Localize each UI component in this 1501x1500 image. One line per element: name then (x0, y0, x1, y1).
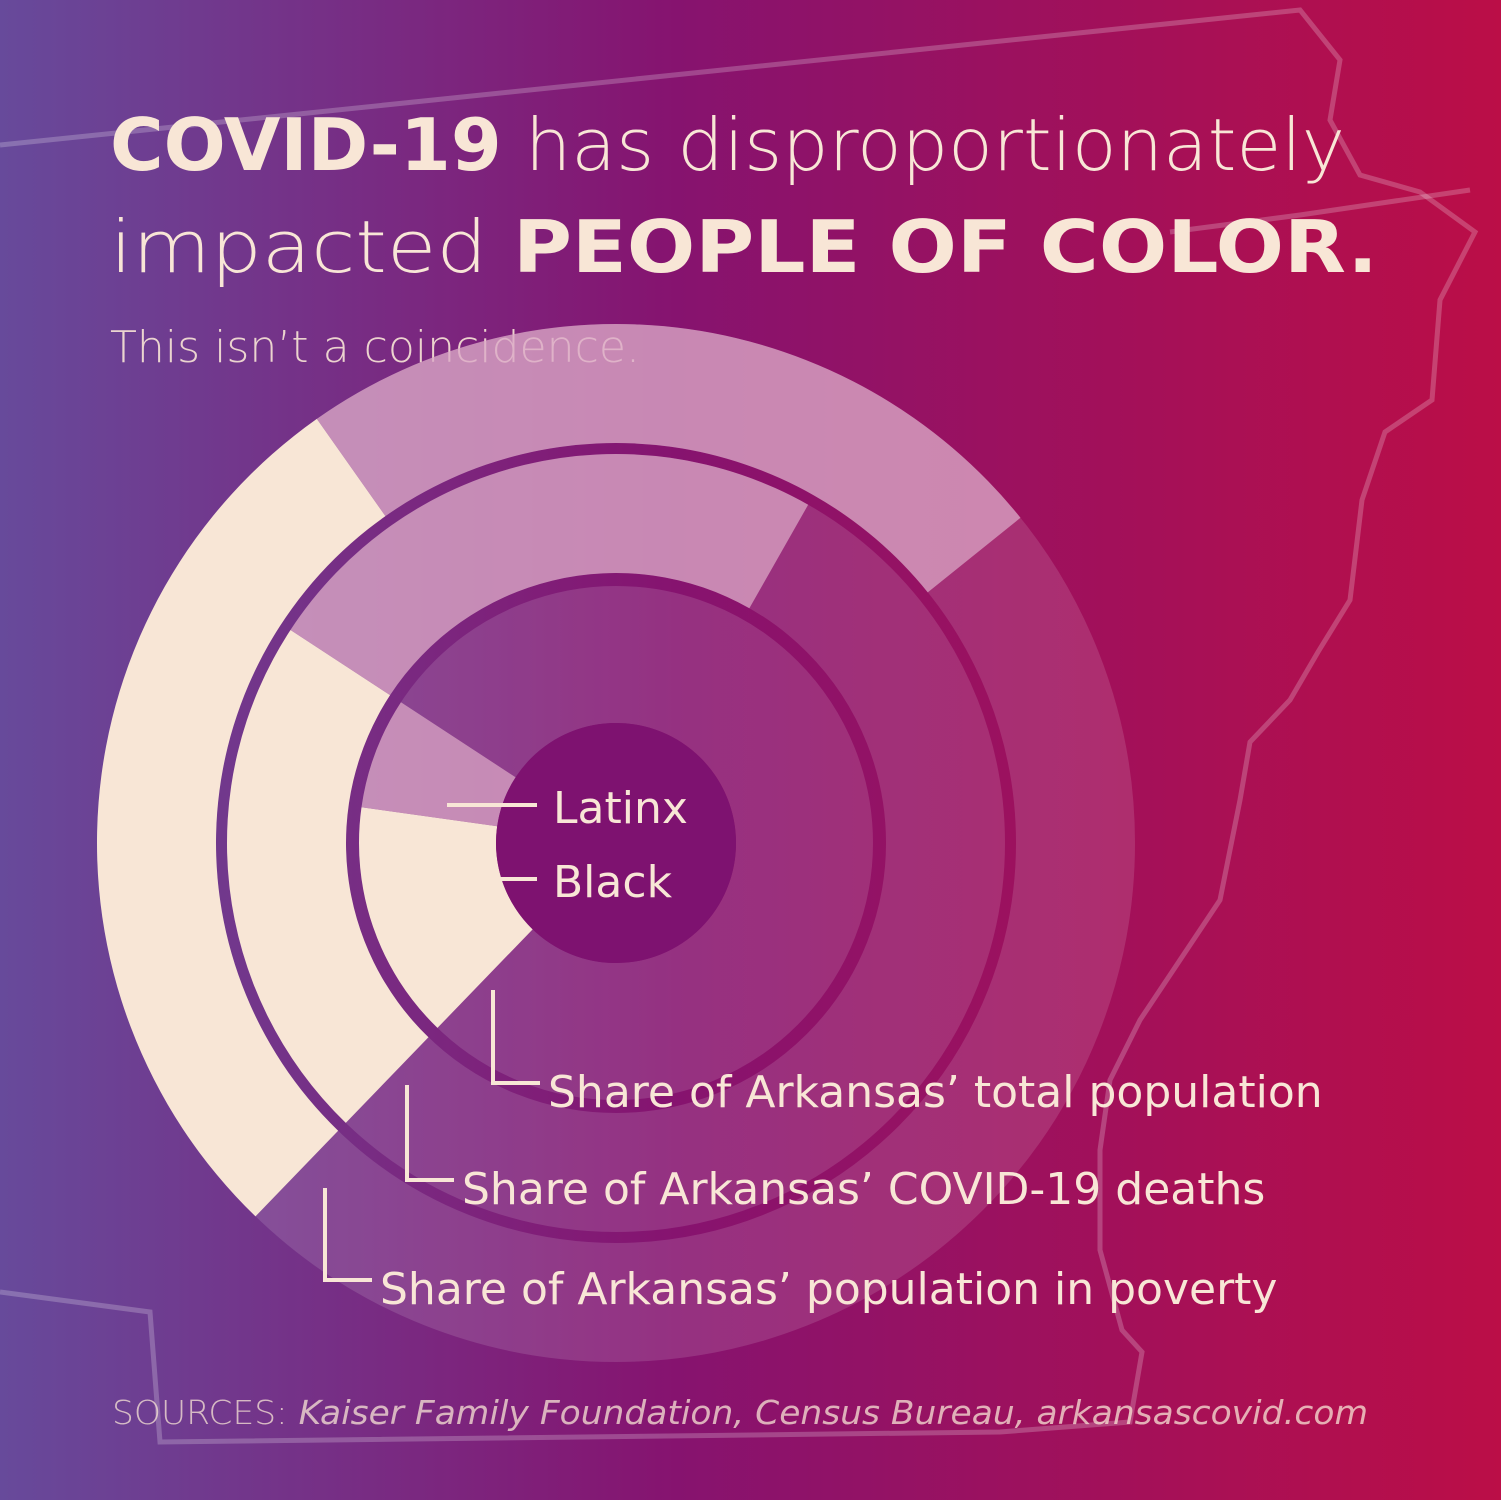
title-bold: PEOPLE OF COLOR. (513, 205, 1378, 289)
ring-segment (361, 702, 516, 827)
title-line-1: COVID-19 has disproportionately (110, 103, 1345, 187)
ring-segment (359, 807, 533, 1028)
ring-segment (227, 629, 429, 1123)
ring-segment (316, 323, 1021, 593)
sources: SOURCES: Kaiser Family Foundation, Censu… (112, 1393, 1368, 1432)
title-line-2: impacted PEOPLE OF COLOR. (110, 205, 1378, 289)
label-leader (405, 1085, 454, 1182)
series-label: Share of Arkansas’ COVID-19 deaths (462, 1164, 1265, 1215)
title-bold: COVID-19 (110, 103, 502, 187)
title-text: has disproportionately (502, 103, 1345, 187)
series-label: Share of Arkansas’ population in poverty (380, 1264, 1277, 1315)
category-label: Latinx (553, 783, 688, 834)
label-leader (323, 1188, 372, 1282)
sources-text: Kaiser Family Foundation, Census Bureau,… (288, 1393, 1368, 1432)
category-label: Black (553, 857, 673, 908)
sources-label: SOURCES: (112, 1393, 288, 1432)
state-outline (0, 7, 1479, 1445)
donut-hole (496, 723, 736, 963)
title-text: impacted (110, 205, 513, 289)
label-leader (491, 990, 540, 1085)
ring-segment (96, 418, 386, 1217)
chart: Latinx Black Share of Arkansas’ total popu… (96, 323, 1323, 1362)
ring-segment (290, 454, 809, 696)
series-label: Share of Arkansas’ total population (548, 1067, 1323, 1118)
